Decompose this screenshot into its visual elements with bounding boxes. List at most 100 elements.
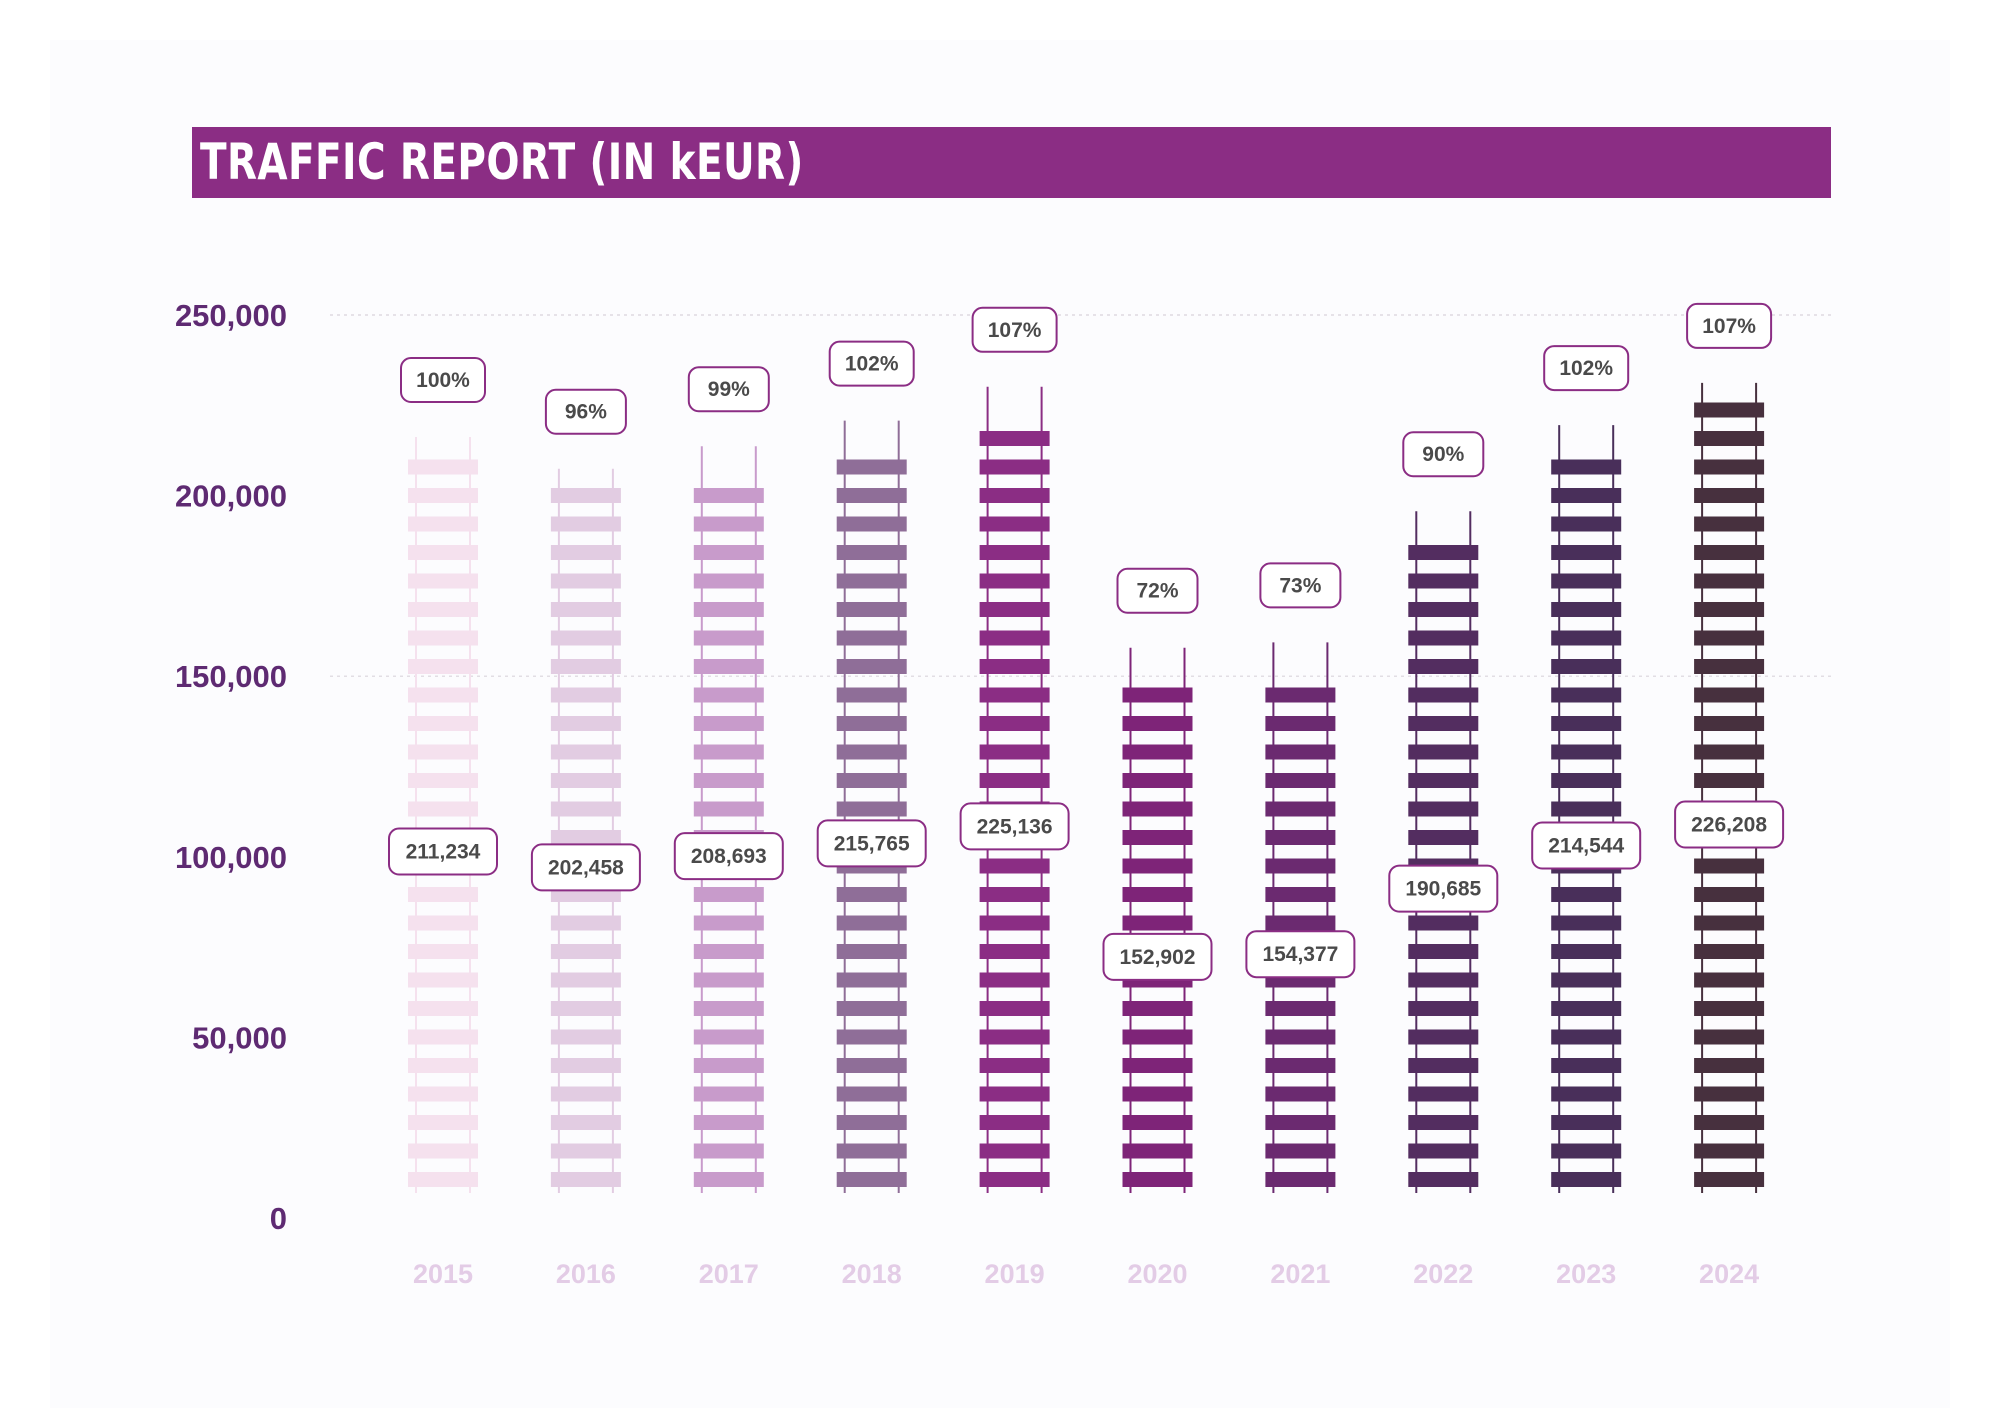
bar-tie: [550, 1086, 621, 1102]
bar-tie: [979, 431, 1050, 446]
bar-tie: [693, 944, 764, 959]
value-label: 211,234: [406, 841, 481, 864]
bar-tie: [1551, 1143, 1622, 1159]
bar-tie: [1551, 915, 1622, 931]
bar-tie: [550, 630, 621, 646]
bar-tie: [1122, 687, 1193, 703]
bar-2015: [408, 437, 478, 1193]
bar-tie: [550, 602, 621, 617]
bar-tie: [550, 1029, 621, 1045]
bar-tie: [1265, 1172, 1336, 1187]
bar-tie: [1551, 488, 1622, 503]
bar-tie: [836, 488, 907, 503]
bar-tie: [693, 1172, 764, 1187]
bar-tie: [1551, 801, 1622, 817]
y-tick-label: 50,000: [192, 1020, 287, 1055]
bar-tie: [550, 830, 621, 845]
bar-tie: [1122, 1143, 1193, 1159]
bar-tie: [693, 1001, 764, 1016]
bar-tie: [1694, 402, 1765, 418]
bar-tie: [1408, 1029, 1479, 1045]
x-tick-label: 2020: [1127, 1259, 1187, 1289]
bar-tie: [979, 602, 1050, 617]
bar-tie: [408, 545, 478, 560]
percent-label: 90%: [1422, 443, 1464, 466]
bar-tie: [1694, 659, 1765, 674]
bar-tie: [1694, 944, 1765, 959]
bar-2021: [1265, 642, 1336, 1193]
bar-tie: [1694, 431, 1765, 446]
value-label-box: [1388, 864, 1499, 913]
bar-tie: [1408, 773, 1479, 788]
bar-tie: [1265, 773, 1336, 788]
bar-tie: [1122, 773, 1193, 788]
bar-tie: [408, 716, 478, 731]
bar-tie: [550, 716, 621, 731]
bar-tie: [550, 659, 621, 674]
bar-tie: [836, 1143, 907, 1159]
bar-tie: [408, 915, 478, 931]
bar-tie: [1551, 573, 1622, 589]
bar-tie: [408, 744, 478, 760]
bar-tie: [408, 1029, 478, 1045]
bar-tie: [1551, 1172, 1622, 1187]
bar-tie: [1694, 915, 1765, 931]
bar-tie: [408, 488, 478, 503]
value-label: 202,458: [548, 856, 624, 879]
bar-tie: [550, 944, 621, 959]
bar-tie: [1551, 1086, 1622, 1102]
bar-tie: [1265, 915, 1336, 931]
bar-tie: [550, 1172, 621, 1187]
bar-tie: [550, 1058, 621, 1073]
bar-tie: [550, 1143, 621, 1159]
bar-tie: [979, 858, 1050, 874]
bar-tie: [1551, 944, 1622, 959]
bar-tie: [693, 488, 764, 503]
bar-tie: [1122, 1086, 1193, 1102]
bar-2017: [693, 446, 764, 1193]
bar-tie: [1122, 858, 1193, 874]
bar-tie: [1122, 1029, 1193, 1045]
bar-tie: [1122, 1172, 1193, 1187]
bar-tie: [836, 659, 907, 674]
bar-tie: [979, 944, 1050, 959]
bar-tie: [836, 1029, 907, 1045]
bar-tie: [693, 801, 764, 817]
bar-tie: [408, 887, 478, 902]
bar-tie: [836, 602, 907, 617]
percent-label-box: [544, 388, 627, 435]
bar-tie: [836, 687, 907, 703]
value-label: 215,765: [834, 832, 910, 855]
bar-tie: [550, 773, 621, 788]
bar-tie: [693, 545, 764, 560]
bar-tie: [1694, 1001, 1765, 1016]
value-label: 226,208: [1691, 813, 1767, 836]
bar-tie: [1408, 915, 1479, 931]
x-tick-label: 2021: [1270, 1259, 1330, 1289]
bar-tie: [1408, 630, 1479, 646]
bar-tie: [979, 972, 1050, 988]
bar-tie: [836, 887, 907, 902]
bar-tie: [1408, 830, 1479, 845]
bar-tie: [408, 1058, 478, 1073]
bar-tie: [836, 1001, 907, 1016]
x-tick-label: 2024: [1699, 1259, 1759, 1289]
bar-tie: [836, 744, 907, 760]
percent-label-box: [971, 306, 1058, 353]
bar-tie: [836, 573, 907, 589]
bar-tie: [693, 1143, 764, 1159]
bar-tie: [836, 773, 907, 788]
value-label-box: [673, 832, 784, 881]
bar-tie: [979, 630, 1050, 646]
bar-tie: [1408, 1115, 1479, 1130]
bar-tie: [1551, 1029, 1622, 1045]
bar-tie: [1408, 1143, 1479, 1159]
bar-tie: [550, 801, 621, 817]
bar-tie: [1551, 744, 1622, 760]
value-label-box: [388, 827, 498, 876]
bar-tie: [836, 1086, 907, 1102]
value-label-box: [1245, 930, 1356, 979]
bar-tie: [1551, 716, 1622, 731]
value-label: 154,377: [1262, 943, 1338, 966]
percent-label-box: [1543, 345, 1630, 392]
